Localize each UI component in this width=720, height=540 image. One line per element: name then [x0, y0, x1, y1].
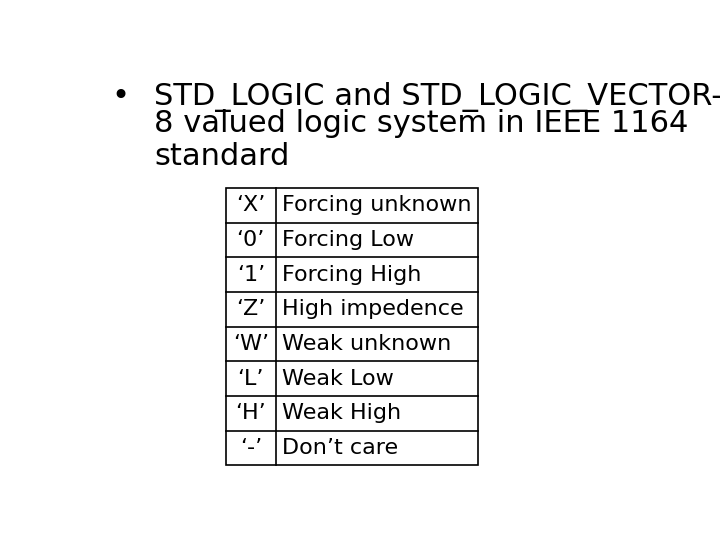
Text: ‘W’: ‘W’ — [233, 334, 269, 354]
Text: •: • — [111, 82, 129, 111]
Text: STD_LOGIC and STD_LOGIC_VECTOR-: STD_LOGIC and STD_LOGIC_VECTOR- — [154, 82, 720, 112]
Text: standard: standard — [154, 142, 289, 171]
Text: Weak Low: Weak Low — [282, 369, 394, 389]
Text: Forcing High: Forcing High — [282, 265, 422, 285]
Text: High impedence: High impedence — [282, 299, 464, 319]
Text: ‘X’: ‘X’ — [236, 195, 266, 215]
Text: ‘0’: ‘0’ — [237, 230, 265, 250]
Text: 8 valued logic system in IEEE 1164: 8 valued logic system in IEEE 1164 — [154, 109, 688, 138]
Text: ‘L’: ‘L’ — [238, 369, 264, 389]
Text: ‘H’: ‘H’ — [235, 403, 266, 423]
Text: Weak High: Weak High — [282, 403, 401, 423]
Text: ‘-’: ‘-’ — [240, 438, 262, 458]
Text: Forcing unknown: Forcing unknown — [282, 195, 472, 215]
Text: Forcing Low: Forcing Low — [282, 230, 414, 250]
Text: ‘Z’: ‘Z’ — [236, 299, 266, 319]
Text: Weak unknown: Weak unknown — [282, 334, 451, 354]
Text: Don’t care: Don’t care — [282, 438, 398, 458]
Text: ‘1’: ‘1’ — [237, 265, 265, 285]
